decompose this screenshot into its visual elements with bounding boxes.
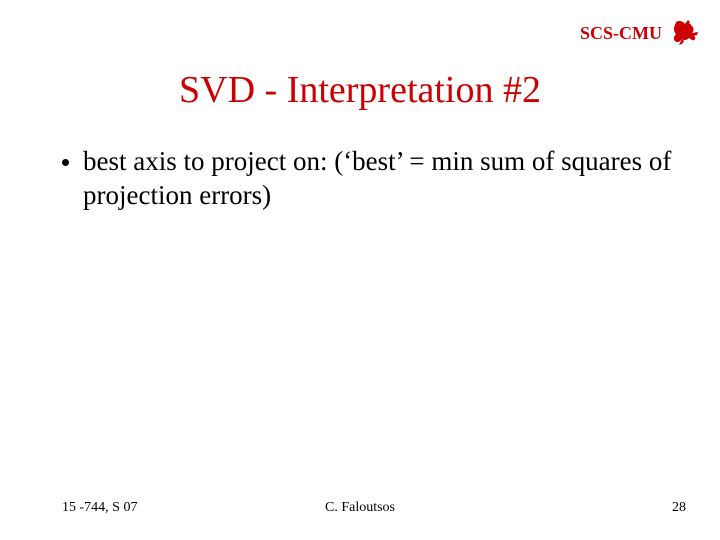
footer-page-number: 28 — [672, 500, 686, 516]
bullet-text: best axis to project on: (‘best’ = min s… — [83, 145, 680, 213]
griffin-icon — [670, 18, 700, 48]
slide-body: best axis to project on: (‘best’ = min s… — [62, 145, 680, 213]
institution-label: SCS-CMU — [580, 23, 662, 44]
bullet-marker — [62, 159, 69, 166]
bullet-item: best axis to project on: (‘best’ = min s… — [62, 145, 680, 213]
slide-title: SVD - Interpretation #2 — [0, 68, 720, 112]
slide-header: SCS-CMU — [580, 18, 700, 48]
footer-author: C. Faloutsos — [0, 500, 720, 516]
